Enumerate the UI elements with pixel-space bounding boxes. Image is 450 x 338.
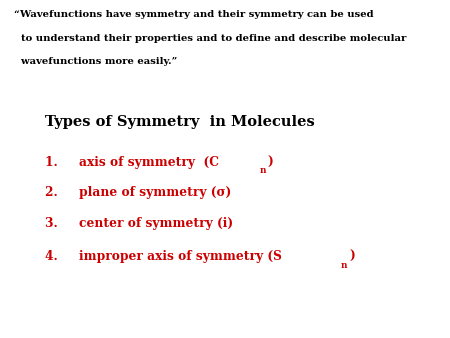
Text: “Wavefunctions have symmetry and their symmetry can be used: “Wavefunctions have symmetry and their s…: [14, 10, 373, 19]
Text: ): ): [268, 156, 274, 169]
Text: n: n: [341, 261, 347, 270]
Text: Types of Symmetry  in Molecules: Types of Symmetry in Molecules: [45, 115, 315, 129]
Text: wavefunctions more easily.”: wavefunctions more easily.”: [14, 57, 177, 67]
Text: to understand their properties and to define and describe molecular: to understand their properties and to de…: [14, 34, 406, 43]
Text: n: n: [259, 166, 266, 175]
Text: improper axis of symmetry (S: improper axis of symmetry (S: [79, 250, 282, 263]
Text: axis of symmetry  (C: axis of symmetry (C: [79, 156, 219, 169]
Text: ): ): [349, 250, 355, 263]
Text: 4.: 4.: [45, 250, 66, 263]
Text: 1.: 1.: [45, 156, 66, 169]
Text: 2.: 2.: [45, 186, 66, 199]
Text: plane of symmetry (σ): plane of symmetry (σ): [79, 186, 231, 199]
Text: 3.: 3.: [45, 217, 66, 230]
Text: center of symmetry (i): center of symmetry (i): [79, 217, 233, 230]
